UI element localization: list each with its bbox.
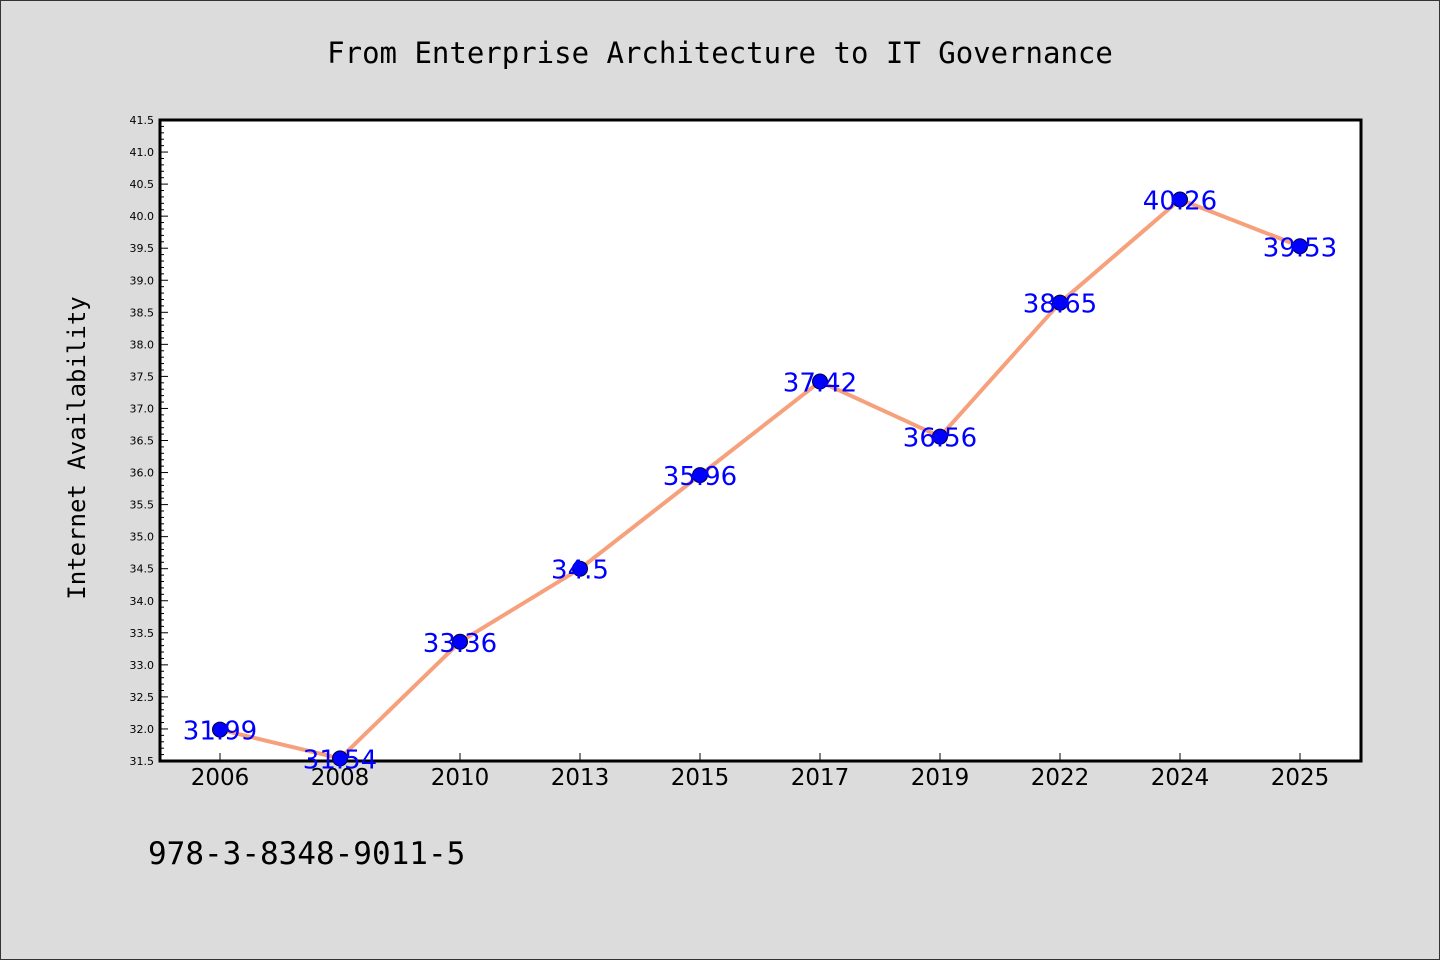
y-tick-label: 36.0 bbox=[130, 467, 155, 480]
y-tick-label: 39.5 bbox=[130, 242, 155, 255]
y-tick-label: 37.0 bbox=[130, 402, 155, 415]
series-line-group bbox=[219, 197, 1301, 761]
data-point-marker bbox=[932, 428, 948, 445]
chart-title: From Enterprise Architecture to IT Gover… bbox=[327, 36, 1113, 70]
series-line bbox=[219, 197, 1301, 761]
data-label: 40.26 bbox=[1143, 186, 1217, 216]
y-tick-label: 39.0 bbox=[130, 274, 155, 287]
y-tick-label: 34.5 bbox=[130, 563, 155, 576]
y-tick-label: 41.0 bbox=[130, 146, 155, 159]
footer-isbn: 978-3-8348-9011-5 bbox=[148, 836, 465, 872]
x-axis: 2006 2008 2010 2013 2015 2017 2019 2022 2024 2025 bbox=[191, 753, 1330, 791]
x-tick-label: 2010 bbox=[431, 765, 490, 791]
plot-area bbox=[158, 118, 1363, 763]
y-tick-label: 34.0 bbox=[130, 595, 155, 608]
data-point-marker bbox=[212, 721, 228, 738]
data-point-marker bbox=[452, 633, 468, 650]
x-tick-label: 2015 bbox=[671, 765, 730, 791]
data-point-marker bbox=[812, 373, 828, 390]
data-label: 34.5 bbox=[551, 556, 609, 586]
data-point-marker bbox=[1172, 191, 1188, 208]
y-tick-label: 35.0 bbox=[130, 531, 155, 544]
data-label: 39.53 bbox=[1263, 233, 1337, 263]
y-tick-label: 33.5 bbox=[130, 627, 155, 640]
x-tick-label: 2022 bbox=[1031, 765, 1090, 791]
data-point-marker bbox=[572, 560, 588, 577]
markers-group bbox=[212, 191, 1308, 767]
data-label: 33.36 bbox=[423, 629, 497, 659]
x-tick-label: 2017 bbox=[791, 765, 850, 791]
data-label: 31.54 bbox=[303, 745, 377, 775]
data-label: 37.42 bbox=[783, 369, 857, 399]
data-label: 38.65 bbox=[1023, 290, 1097, 320]
data-point-marker bbox=[332, 750, 348, 767]
y-tick-label: 40.5 bbox=[130, 178, 155, 191]
y-tick-label: 32.0 bbox=[130, 723, 155, 736]
x-tick-label: 2008 bbox=[311, 765, 370, 791]
y-tick-label: 40.0 bbox=[130, 210, 155, 223]
y-tick-label: 36.5 bbox=[130, 435, 155, 448]
y-tick-label: 38.5 bbox=[130, 306, 155, 319]
y-tick-label: 38.0 bbox=[130, 338, 155, 351]
data-point-marker bbox=[692, 467, 708, 484]
data-point-marker bbox=[1292, 238, 1308, 255]
x-tick-label: 2006 bbox=[191, 765, 250, 791]
y-axis: 31.5 32.0 32.5 33.0 33.5 34.0 34.5 35.0 35.5 36.0… bbox=[130, 114, 168, 768]
x-tick-label: 2025 bbox=[1271, 765, 1330, 791]
data-point-marker bbox=[1052, 294, 1068, 311]
y-tick-label: 33.0 bbox=[130, 659, 155, 672]
y-tick-label: 37.5 bbox=[130, 370, 155, 383]
data-label: 35.96 bbox=[663, 462, 737, 492]
data-label: 31.99 bbox=[183, 717, 257, 747]
y-tick-label: 35.5 bbox=[130, 499, 155, 512]
data-label: 36.56 bbox=[903, 424, 977, 454]
y-tick-label: 32.5 bbox=[130, 691, 155, 704]
y-tick-label: 41.5 bbox=[130, 114, 155, 127]
x-tick-label: 2024 bbox=[1151, 765, 1210, 791]
y-axis-label: Internet Availability bbox=[63, 296, 91, 599]
data-labels-group: 31.99 31.54 33.36 34.5 35.96 37.42 36.56 38.65 4… bbox=[183, 186, 1337, 775]
x-tick-label: 2013 bbox=[551, 765, 610, 791]
x-tick-label: 2019 bbox=[911, 765, 970, 791]
y-tick-label: 31.5 bbox=[130, 755, 155, 768]
